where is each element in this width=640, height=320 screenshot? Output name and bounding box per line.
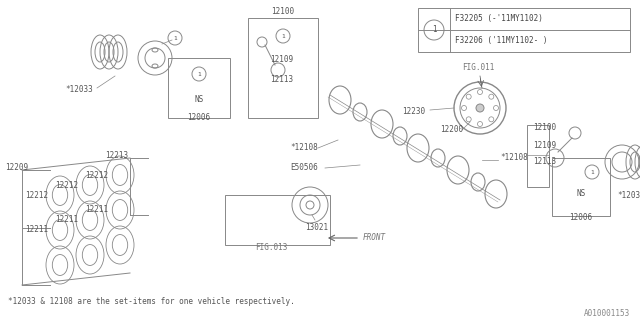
Text: 12113: 12113 (533, 157, 556, 166)
Text: F32206 ('11MY1102- ): F32206 ('11MY1102- ) (455, 36, 547, 45)
Text: 12211: 12211 (25, 226, 48, 235)
Text: 12212: 12212 (55, 180, 78, 189)
Bar (248, 18, 318, 118)
Text: FRONT: FRONT (363, 234, 386, 243)
Text: 12211: 12211 (55, 215, 78, 225)
Text: 12211: 12211 (85, 205, 108, 214)
Text: 12100: 12100 (533, 124, 556, 132)
Text: 12113: 12113 (270, 76, 293, 84)
Text: 1: 1 (590, 170, 594, 174)
Text: 12200: 12200 (440, 125, 463, 134)
Text: 12006: 12006 (570, 213, 593, 222)
Text: 12109: 12109 (270, 55, 293, 65)
Text: 1: 1 (173, 36, 177, 41)
Text: 12212: 12212 (85, 171, 108, 180)
Text: NS: NS (195, 95, 204, 105)
Bar (168, 58, 230, 118)
Text: F32205 (-'11MY1102): F32205 (-'11MY1102) (455, 14, 543, 23)
Bar (552, 158, 610, 216)
Ellipse shape (476, 104, 484, 112)
Text: 1: 1 (281, 34, 285, 38)
Text: FIG.013: FIG.013 (255, 244, 287, 252)
Text: *12033 & 12108 are the set-items for one vehicle respectively.: *12033 & 12108 are the set-items for one… (8, 298, 295, 307)
Bar (527, 125, 549, 187)
Text: *12108: *12108 (500, 154, 528, 163)
Text: FIG.011: FIG.011 (462, 63, 494, 73)
Bar (418, 8, 630, 52)
Text: E50506: E50506 (290, 164, 317, 172)
Text: 13021: 13021 (305, 223, 328, 233)
Text: 12100: 12100 (271, 7, 294, 17)
Bar (225, 195, 330, 245)
Text: 12209: 12209 (5, 164, 28, 172)
Text: 12230: 12230 (402, 108, 425, 116)
Text: 12212: 12212 (25, 190, 48, 199)
Text: A010001153: A010001153 (584, 309, 630, 318)
Text: 12006: 12006 (188, 114, 211, 123)
Text: 12109: 12109 (533, 140, 556, 149)
Text: *12033: *12033 (617, 190, 640, 199)
Text: NS: NS (577, 189, 586, 198)
Text: 12213: 12213 (105, 150, 128, 159)
Text: *12033: *12033 (65, 85, 93, 94)
Text: 1: 1 (197, 71, 201, 76)
Text: 1: 1 (432, 26, 436, 35)
Text: *12108: *12108 (290, 143, 317, 153)
